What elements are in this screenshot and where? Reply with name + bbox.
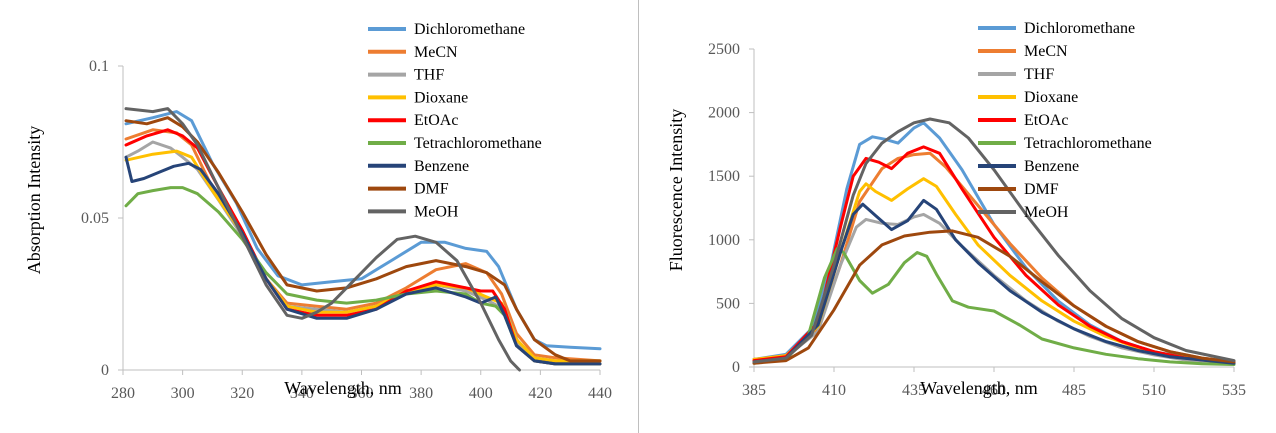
series-line	[752, 151, 1236, 364]
x-tick-label: 460	[982, 382, 1006, 399]
legend: Dichloromethane MeCN THF Dioxane EtOAc Tetrac…	[368, 21, 542, 220]
x-tick-label: 440	[588, 385, 612, 402]
y-tick-label: 500	[716, 295, 740, 312]
legend-entry-label: Tetrachloromethane	[1024, 135, 1152, 152]
y-tick-label: 0	[101, 362, 109, 379]
x-tick-label: 300	[171, 385, 195, 402]
x-axis-title: Wavelength, nm	[920, 378, 1038, 398]
legend-entry-label: THF	[1024, 66, 1054, 83]
legend-entry-label: Dioxane	[414, 89, 468, 106]
absorption-chart-panel: 0 0.05 0.1 280 300 320 340 360 380 400 420 440 Wavel…	[24, 0, 639, 433]
x-tick-label: 420	[528, 385, 552, 402]
series-line	[752, 198, 1236, 365]
x-tick-label: 410	[822, 382, 846, 399]
series-line	[752, 117, 1236, 364]
legend: Dichloromethane MeCN THF Dioxane EtOAc Tetrac…	[978, 20, 1152, 221]
y-tick-label: 2500	[708, 41, 740, 58]
legend-entry-label: Dichloromethane	[1024, 20, 1135, 37]
x-tick-label: 385	[742, 382, 766, 399]
x-tick-label: 340	[290, 385, 314, 402]
series-line	[752, 121, 1236, 364]
series-line	[752, 247, 1236, 366]
legend-entry-label: Dichloromethane	[414, 21, 525, 38]
legend-entry-label: MeOH	[1024, 204, 1069, 221]
series-line	[752, 229, 1236, 365]
fluorescence-chart-panel: 0 500 1000 1500 2000 2500 385 410 435 460 485 510 53…	[639, 0, 1276, 433]
legend-entry-label: EtOAc	[1024, 112, 1068, 129]
fluorescence-chart: 0 500 1000 1500 2000 2500 385 410 435 460 485 510 53…	[666, 20, 1246, 399]
legend-entry-label: Dioxane	[1024, 89, 1078, 106]
series-line	[124, 128, 602, 363]
y-tick-label: 2000	[708, 105, 740, 122]
x-tick-label: 510	[1142, 382, 1166, 399]
legend-entry-label: EtOAc	[414, 112, 458, 129]
y-axis-title: Absorption Intensity	[24, 126, 44, 275]
x-tick-label: 280	[111, 385, 135, 402]
legend-entry-label: DMF	[414, 181, 449, 198]
x-tick-label: 320	[230, 385, 254, 402]
legend-entry-label: Benzene	[1024, 158, 1079, 175]
y-tick-label: 0.1	[89, 58, 109, 75]
x-tick-label: 400	[469, 385, 493, 402]
legend-entry-label: MeOH	[414, 203, 459, 220]
series-line	[124, 155, 602, 366]
legend-entry-label: MeCN	[414, 44, 458, 61]
legend-entry-label: Benzene	[414, 158, 469, 175]
series-line	[124, 186, 602, 366]
legend-entry-label: Tetrachloromethane	[414, 135, 542, 152]
absorption-chart: 0 0.05 0.1 280 300 320 340 360 380 400 420 440 Wavel…	[24, 21, 612, 402]
x-axis-title: Wavelength, nm	[284, 378, 402, 398]
x-tick-label: 485	[1062, 382, 1086, 399]
y-tick-label: 0	[732, 359, 740, 376]
x-tick-label: 360	[350, 385, 374, 402]
x-tick-label: 435	[902, 382, 926, 399]
series-line	[124, 107, 521, 372]
legend-entry-label: MeCN	[1024, 43, 1068, 60]
legend-entry-label: DMF	[1024, 181, 1059, 198]
y-tick-label: 0.05	[81, 210, 109, 227]
y-axis-title: Fluorescence Intensity	[666, 109, 686, 271]
legend-entry-label: THF	[414, 67, 444, 84]
x-tick-label: 535	[1222, 382, 1246, 399]
y-tick-label: 1000	[708, 232, 740, 249]
y-tick-label: 1500	[708, 168, 740, 185]
x-tick-label: 380	[409, 385, 433, 402]
series-line	[752, 145, 1236, 365]
